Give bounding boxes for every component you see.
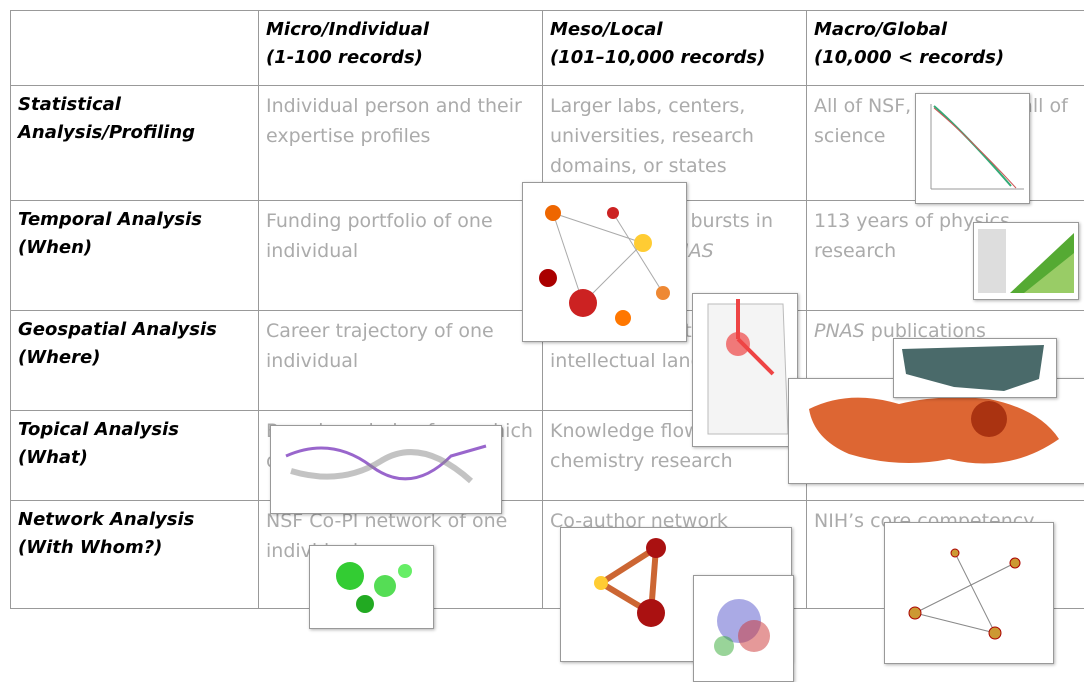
cell-text: Individual person and their expertise pr… xyxy=(258,85,542,157)
thumb-nih xyxy=(884,522,1054,664)
thumb-powerlaw xyxy=(915,93,1030,204)
text-segment: PNAS xyxy=(814,320,865,342)
thumb-cluster xyxy=(693,575,794,682)
text-segment: Career trajectory of one individual xyxy=(266,320,494,372)
slide: Micro/Individual (1-100 records)Meso/Loc… xyxy=(0,0,1084,681)
column-header: Macro/Global (10,000 < records) xyxy=(806,10,1084,78)
row-header: Topical Analysis (What) xyxy=(10,410,258,478)
row-header: Geospatial Analysis (Where) xyxy=(10,310,258,378)
text-segment: Funding portfolio of one individual xyxy=(266,210,493,262)
thumb-topic-network xyxy=(522,182,687,342)
thumb-physics xyxy=(973,222,1079,300)
cell-text: Funding portfolio of one individual xyxy=(258,200,542,272)
cell-text: Larger labs, centers, universities, rese… xyxy=(542,85,806,187)
thumb-usa xyxy=(893,338,1057,398)
column-header: Meso/Local (101–10,000 records) xyxy=(542,10,806,78)
row-header: Statistical Analysis/Profiling xyxy=(10,85,258,153)
text-segment: Larger labs, centers, universities, rese… xyxy=(550,95,754,177)
thumb-copi xyxy=(309,545,434,629)
cell-text: Career trajectory of one individual xyxy=(258,310,542,382)
column-header: Micro/Individual (1-100 records) xyxy=(258,10,542,78)
row-header: Temporal Analysis (When) xyxy=(10,200,258,268)
thumb-topical xyxy=(270,425,502,514)
row-header: Network Analysis (With Whom?) xyxy=(10,500,258,568)
thumb-indiana xyxy=(692,293,798,447)
text-segment: Individual person and their expertise pr… xyxy=(266,95,522,147)
